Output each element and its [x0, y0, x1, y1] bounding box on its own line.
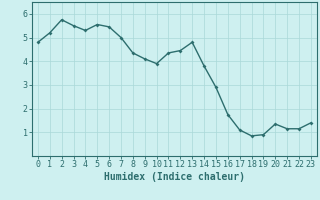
X-axis label: Humidex (Indice chaleur): Humidex (Indice chaleur) [104, 172, 245, 182]
